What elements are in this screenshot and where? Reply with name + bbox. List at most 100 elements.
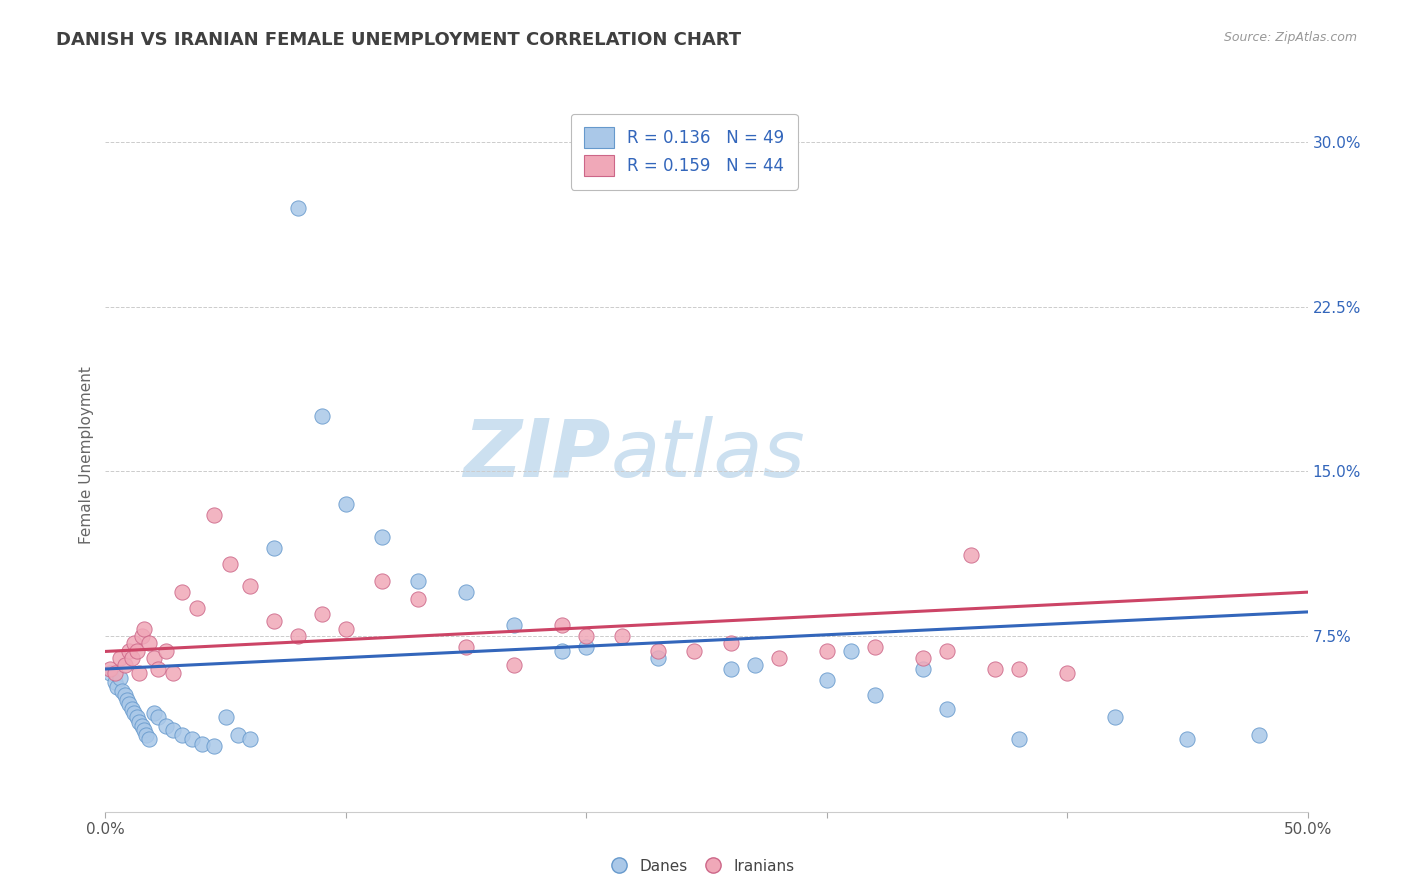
Point [124,635,146,649]
Point [406,574,429,589]
Point [863,689,886,703]
Point [371,574,394,589]
Point [219,557,242,571]
Point [214,710,236,724]
Point [1008,662,1031,676]
Point [181,732,204,747]
Point [263,541,285,556]
Point [125,644,148,658]
Point [108,671,131,685]
Point [155,644,177,658]
Point [287,629,309,643]
Point [104,675,127,690]
Point [148,710,170,724]
Point [911,662,934,676]
Point [239,578,262,592]
Point [936,701,959,715]
Point [575,640,598,654]
Point [114,657,136,672]
Point [720,662,742,676]
Point [132,623,155,637]
Point [162,666,184,681]
Point [720,635,742,649]
Point [115,692,138,706]
Legend: Danes, Iranians: Danes, Iranians [606,853,800,880]
Point [239,732,262,747]
Point [1056,666,1078,681]
Point [311,607,333,621]
Point [406,591,429,606]
Point [768,651,790,665]
Point [190,737,212,751]
Point [744,657,766,672]
Point [114,689,136,703]
Point [335,623,357,637]
Point [125,710,148,724]
Point [1249,728,1271,742]
Point [287,201,309,215]
Point [155,719,177,733]
Point [172,585,194,599]
Point [335,497,357,511]
Point [371,530,394,544]
Point [911,651,934,665]
Point [815,673,838,687]
Point [503,657,526,672]
Point [202,739,225,753]
Point [647,644,669,658]
Text: atlas: atlas [610,416,806,494]
Point [162,723,184,738]
Point [815,644,838,658]
Point [186,600,208,615]
Point [551,644,574,658]
Point [132,723,155,738]
Point [503,618,526,632]
Point [311,409,333,424]
Point [121,651,143,665]
Point [960,548,983,562]
Point [647,651,669,665]
Text: Source: ZipAtlas.com: Source: ZipAtlas.com [1223,31,1357,45]
Point [138,635,160,649]
Point [1175,732,1198,747]
Point [138,732,160,747]
Point [111,684,134,698]
Point [172,728,194,742]
Point [118,644,141,658]
Text: ZIP: ZIP [463,416,610,494]
Text: DANISH VS IRANIAN FEMALE UNEMPLOYMENT CORRELATION CHART: DANISH VS IRANIAN FEMALE UNEMPLOYMENT CO… [56,31,741,49]
Point [128,666,150,681]
Point [107,680,129,694]
Point [135,728,157,742]
Point [142,651,165,665]
Point [1008,732,1031,747]
Point [454,640,477,654]
Point [128,714,150,729]
Point [839,644,862,658]
Point [202,508,225,523]
Point [575,629,598,643]
Point [148,662,170,676]
Point [683,644,706,658]
Point [863,640,886,654]
Point [551,618,574,632]
Point [124,706,146,720]
Legend: R = 0.136   N = 49, R = 0.159   N = 44: R = 0.136 N = 49, R = 0.159 N = 44 [571,113,797,190]
Point [936,644,959,658]
Point [263,614,285,628]
Point [1104,710,1126,724]
Point [612,629,634,643]
Y-axis label: Female Unemployment: Female Unemployment [79,366,94,544]
Point [142,706,165,720]
Point [131,719,153,733]
Point [121,701,143,715]
Point [131,629,153,643]
Point [98,666,121,681]
Point [98,662,121,676]
Point [454,585,477,599]
Point [226,728,249,742]
Point [118,697,141,711]
Point [108,651,131,665]
Point [104,666,127,681]
Point [984,662,1007,676]
